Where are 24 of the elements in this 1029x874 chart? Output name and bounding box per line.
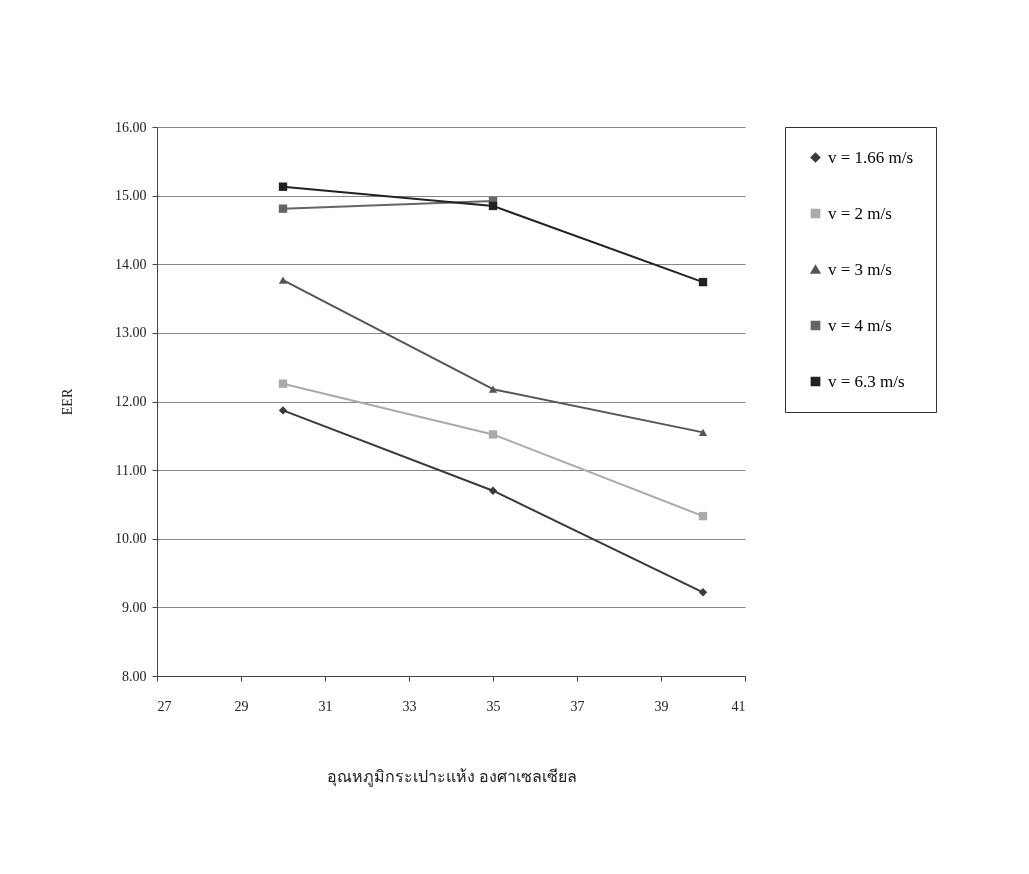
x-tick-label: 27 xyxy=(157,698,172,714)
legend-label: v = 2 m/s xyxy=(828,203,892,223)
y-tick-label: 15.00 xyxy=(115,188,147,204)
legend-label: v = 3 m/s xyxy=(828,259,892,279)
x-tick-label: 41 xyxy=(731,698,746,714)
y-tick-label: 10.00 xyxy=(115,531,147,547)
y-tick-label: 9.00 xyxy=(122,599,147,615)
x-tick-label: 29 xyxy=(234,698,249,714)
y-tick-label: 14.00 xyxy=(115,256,147,272)
x-axis-title: อุณหภูมิกระเปาะแห้ง องศาเซลเซียล xyxy=(326,767,577,787)
legend-label: v = 1.66 m/s xyxy=(828,147,914,167)
x-tick-label: 35 xyxy=(486,698,501,714)
x-tick-label: 39 xyxy=(654,698,669,714)
x-tick-label: 37 xyxy=(570,698,585,714)
legend-label: v = 4 m/s xyxy=(828,315,892,335)
y-axis-title: EER xyxy=(60,388,75,416)
x-tick-label: 31 xyxy=(318,698,333,714)
y-tick-label: 11.00 xyxy=(115,462,147,478)
x-tick-label: 33 xyxy=(402,698,417,714)
y-tick-label: 13.00 xyxy=(115,325,147,341)
y-tick-label: 12.00 xyxy=(115,394,147,409)
y-tick-label: 8.00 xyxy=(122,668,147,684)
legend-label: v = 6.3 m/s xyxy=(828,371,905,391)
y-tick-label: 16.00 xyxy=(115,119,147,135)
